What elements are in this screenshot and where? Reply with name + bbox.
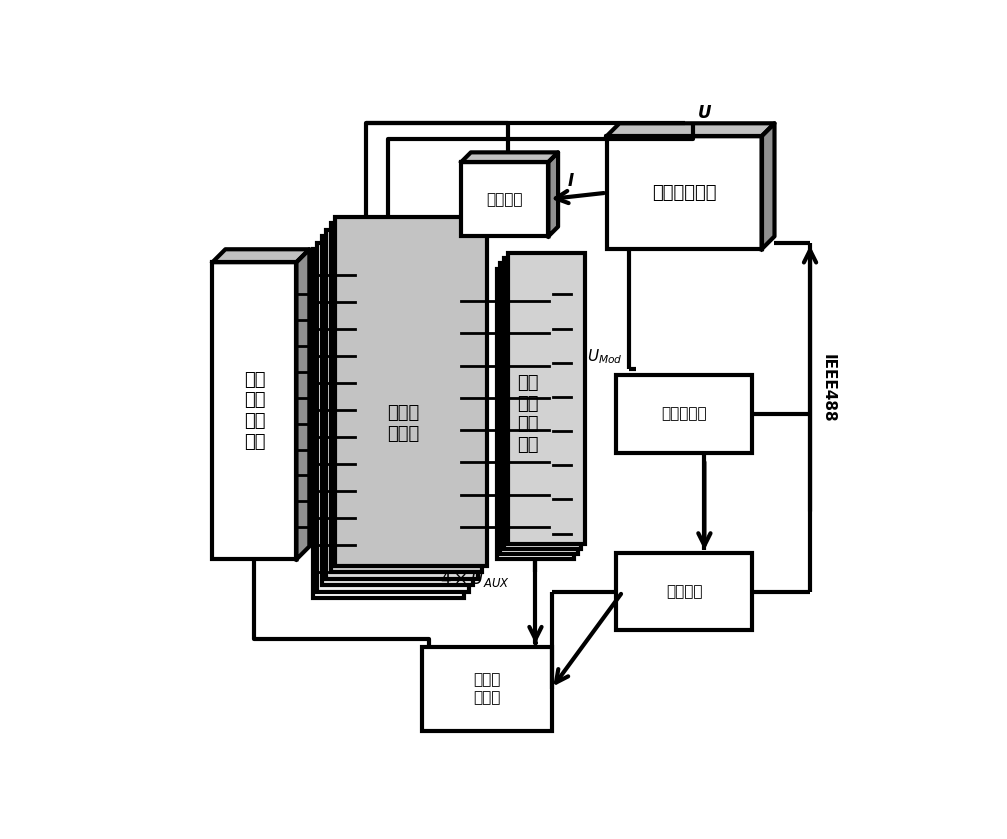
Bar bbox=[312, 249, 464, 598]
Polygon shape bbox=[296, 249, 309, 560]
Bar bbox=[496, 268, 574, 560]
Bar bbox=[212, 262, 296, 560]
Polygon shape bbox=[549, 153, 558, 237]
Text: 频率发生仪: 频率发生仪 bbox=[662, 407, 707, 421]
Bar bbox=[508, 253, 585, 544]
Polygon shape bbox=[761, 123, 774, 249]
Text: 多通道
频响仪: 多通道 频响仪 bbox=[473, 672, 500, 705]
Bar bbox=[326, 230, 478, 579]
Text: 多通
道电
流传
感器: 多通 道电 流传 感器 bbox=[517, 374, 539, 454]
Polygon shape bbox=[606, 123, 774, 136]
Bar bbox=[330, 223, 482, 572]
Bar bbox=[461, 162, 549, 237]
Polygon shape bbox=[212, 249, 309, 262]
Text: 电力负载系统: 电力负载系统 bbox=[652, 184, 716, 201]
Bar bbox=[321, 237, 473, 586]
Text: $U_{Mod}$: $U_{Mod}$ bbox=[587, 347, 622, 366]
Text: 多通
道电
位传
感器: 多通 道电 位传 感器 bbox=[244, 371, 265, 451]
Text: 辅助电源: 辅助电源 bbox=[486, 191, 523, 206]
Text: $4\times U_{AUX}$: $4\times U_{AUX}$ bbox=[440, 569, 510, 589]
Bar bbox=[422, 647, 552, 731]
Text: I: I bbox=[568, 171, 574, 190]
Bar bbox=[500, 263, 578, 555]
Bar bbox=[616, 375, 752, 453]
Text: IEEE488: IEEE488 bbox=[821, 354, 836, 423]
Polygon shape bbox=[461, 153, 558, 162]
Text: 控制系统: 控制系统 bbox=[666, 584, 702, 599]
Text: 燃料电
池电堆: 燃料电 池电堆 bbox=[388, 404, 420, 443]
Bar bbox=[335, 217, 487, 565]
Bar bbox=[317, 242, 469, 591]
Bar bbox=[606, 136, 761, 249]
Bar bbox=[616, 553, 752, 630]
Text: U: U bbox=[698, 104, 711, 122]
Bar bbox=[504, 258, 581, 549]
